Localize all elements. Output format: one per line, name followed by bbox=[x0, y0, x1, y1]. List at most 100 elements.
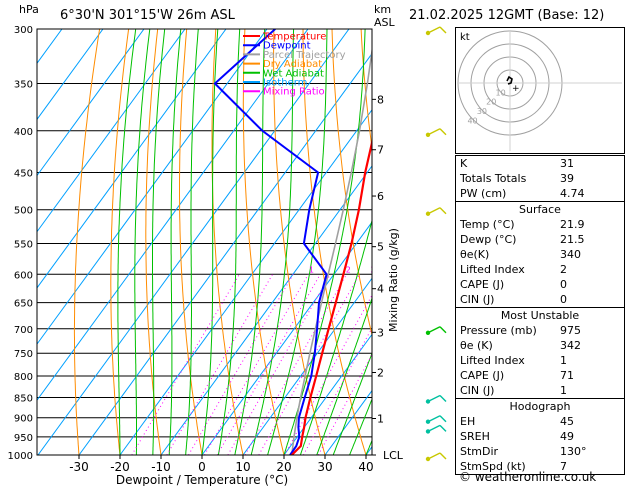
storm-motion-marker: + bbox=[512, 84, 520, 94]
isotherm bbox=[37, 29, 350, 455]
index-row: CAPE (J) 0 bbox=[456, 277, 624, 292]
mixing-ratio-label: 2 bbox=[346, 265, 351, 274]
pressure-tick-label: 750 bbox=[14, 349, 33, 360]
wind-barb-staff bbox=[427, 26, 441, 34]
index-value: 340 bbox=[560, 248, 581, 261]
wind-barb-flag bbox=[439, 452, 447, 460]
surface-section: Surface Temp (°C) 21.9 Dewp (°C) 21.5 θe(K) 3… bbox=[456, 201, 624, 307]
km-tick-label: 1 bbox=[377, 413, 384, 426]
location-title: 6°30'N 301°15'W 26m ASL bbox=[60, 8, 235, 23]
isotherm bbox=[78, 52, 372, 455]
mixing-ratio-label: 6 bbox=[411, 265, 416, 274]
mixing-ratio-label: 1 bbox=[309, 265, 314, 274]
index-label: Temp (°C) bbox=[460, 218, 515, 231]
wind-barb-base bbox=[425, 399, 431, 404]
pressure-tick-label: 1000 bbox=[8, 451, 33, 462]
wind-barb-base bbox=[425, 429, 431, 434]
temperature-tick-label: -20 bbox=[110, 460, 130, 474]
wet-adiabat bbox=[349, 397, 372, 455]
surface-title: Surface bbox=[519, 203, 561, 216]
dry-adiabat bbox=[360, 29, 372, 153]
isotherm bbox=[37, 29, 186, 233]
pressure-tick-label: 500 bbox=[14, 206, 33, 217]
index-label: StmSpd (kt) bbox=[460, 460, 526, 473]
index-value: 1 bbox=[560, 354, 567, 367]
pressure-tick-label: 650 bbox=[14, 299, 33, 310]
copyright-footer: © weatheronline.co.uk bbox=[459, 470, 597, 484]
dry-adiabat bbox=[211, 29, 244, 455]
index-label: EH bbox=[460, 415, 476, 428]
index-label: SREH bbox=[460, 430, 490, 443]
index-label: StmDir bbox=[460, 445, 499, 458]
indices-table: K 31 Totals Totals 39 PW (cm) 4.74 Surface Te… bbox=[455, 155, 625, 475]
index-row: θe (K) 342 bbox=[456, 338, 624, 353]
wind-barb-staff bbox=[427, 128, 441, 136]
wet-adiabat bbox=[217, 29, 241, 455]
dewpoint-profile bbox=[213, 29, 328, 455]
index-label: PW (cm) bbox=[460, 187, 507, 200]
hodograph-trace bbox=[506, 75, 513, 85]
temperature-tick-label: 40 bbox=[358, 460, 373, 474]
x-axis-label: Dewpoint / Temperature (°C) bbox=[116, 473, 288, 486]
index-row: Temp (°C) 21.9 bbox=[456, 217, 624, 232]
most-unstable-section: Most Unstable Pressure (mb) 975 θe (K) 342 L… bbox=[456, 307, 624, 398]
wind-barb-base bbox=[425, 330, 431, 335]
datetime-title: 21.02.2025 12GMT (Base: 12) bbox=[409, 8, 605, 23]
legend-label: Dewpoint bbox=[263, 41, 311, 52]
pressure-tick-label: 300 bbox=[14, 25, 33, 36]
legend-label: Wet Adiabat bbox=[263, 68, 324, 79]
wet-adiabat bbox=[267, 29, 328, 455]
index-row: EH 45 bbox=[456, 414, 624, 429]
index-row: StmDir 130° bbox=[456, 444, 624, 459]
wind-barb-base bbox=[425, 30, 431, 36]
pressure-tick-label: 800 bbox=[14, 372, 33, 383]
mixing-ratio-line bbox=[317, 353, 372, 455]
temperature-tick-label: 20 bbox=[276, 460, 291, 474]
dry-adiabat bbox=[331, 29, 372, 337]
temperature-profile bbox=[291, 137, 372, 455]
wind-barb-staff bbox=[427, 452, 441, 460]
wind-barb-staff bbox=[427, 424, 441, 433]
index-value: 71 bbox=[560, 369, 574, 382]
legend-label: Mixing Ratio bbox=[263, 87, 325, 98]
index-label: CAPE (J) bbox=[460, 369, 505, 382]
index-label: θe (K) bbox=[460, 339, 493, 352]
wet-adiabat bbox=[234, 29, 266, 455]
pressure-tick-label: 400 bbox=[14, 127, 33, 138]
wind-barb-staff bbox=[427, 326, 441, 334]
hodograph-ring-label: 20 bbox=[486, 98, 496, 107]
index-row: PW (cm) 4.74 bbox=[456, 186, 624, 201]
temperature-tick-label: 30 bbox=[317, 460, 332, 474]
isotherm bbox=[242, 277, 372, 455]
index-value: 342 bbox=[560, 339, 581, 352]
wind-barb bbox=[425, 452, 447, 462]
mixing-ratio-label: 8 bbox=[428, 265, 433, 274]
pressure-tick-label: 550 bbox=[14, 239, 33, 250]
hodograph-section: Hodograph EH 45 SREH 49 StmDir 130° StmSpd (kt… bbox=[456, 398, 624, 474]
pressure-tick-label: 450 bbox=[14, 168, 33, 179]
index-label: K bbox=[460, 157, 468, 170]
index-label: CIN (J) bbox=[460, 293, 495, 306]
index-row: Lifted Index 1 bbox=[456, 353, 624, 368]
index-value: 7 bbox=[560, 460, 567, 473]
wet-adiabat bbox=[201, 29, 219, 455]
index-label: Pressure (mb) bbox=[460, 324, 537, 337]
km-tick-label: 4 bbox=[377, 283, 384, 296]
isotherm bbox=[37, 29, 104, 121]
pressure-tick-label: 850 bbox=[14, 393, 33, 404]
wind-barb bbox=[425, 128, 447, 137]
index-row: Lifted Index 2 bbox=[456, 262, 624, 277]
temperature-tick-label: -30 bbox=[69, 460, 89, 474]
temperature-tick-label: -10 bbox=[151, 460, 171, 474]
mixing-ratio-line bbox=[216, 274, 321, 455]
wet-adiabat bbox=[316, 296, 372, 455]
index-label: CIN (J) bbox=[460, 384, 495, 397]
km-tick-label: 5 bbox=[377, 241, 384, 254]
wind-barb bbox=[425, 207, 447, 216]
index-row: SREH 49 bbox=[456, 429, 624, 444]
wind-barb-flag bbox=[439, 128, 447, 136]
pressure-tick-label: 950 bbox=[14, 433, 33, 444]
index-label: Lifted Index bbox=[460, 354, 525, 367]
index-row: CIN (J) 0 bbox=[456, 292, 624, 307]
